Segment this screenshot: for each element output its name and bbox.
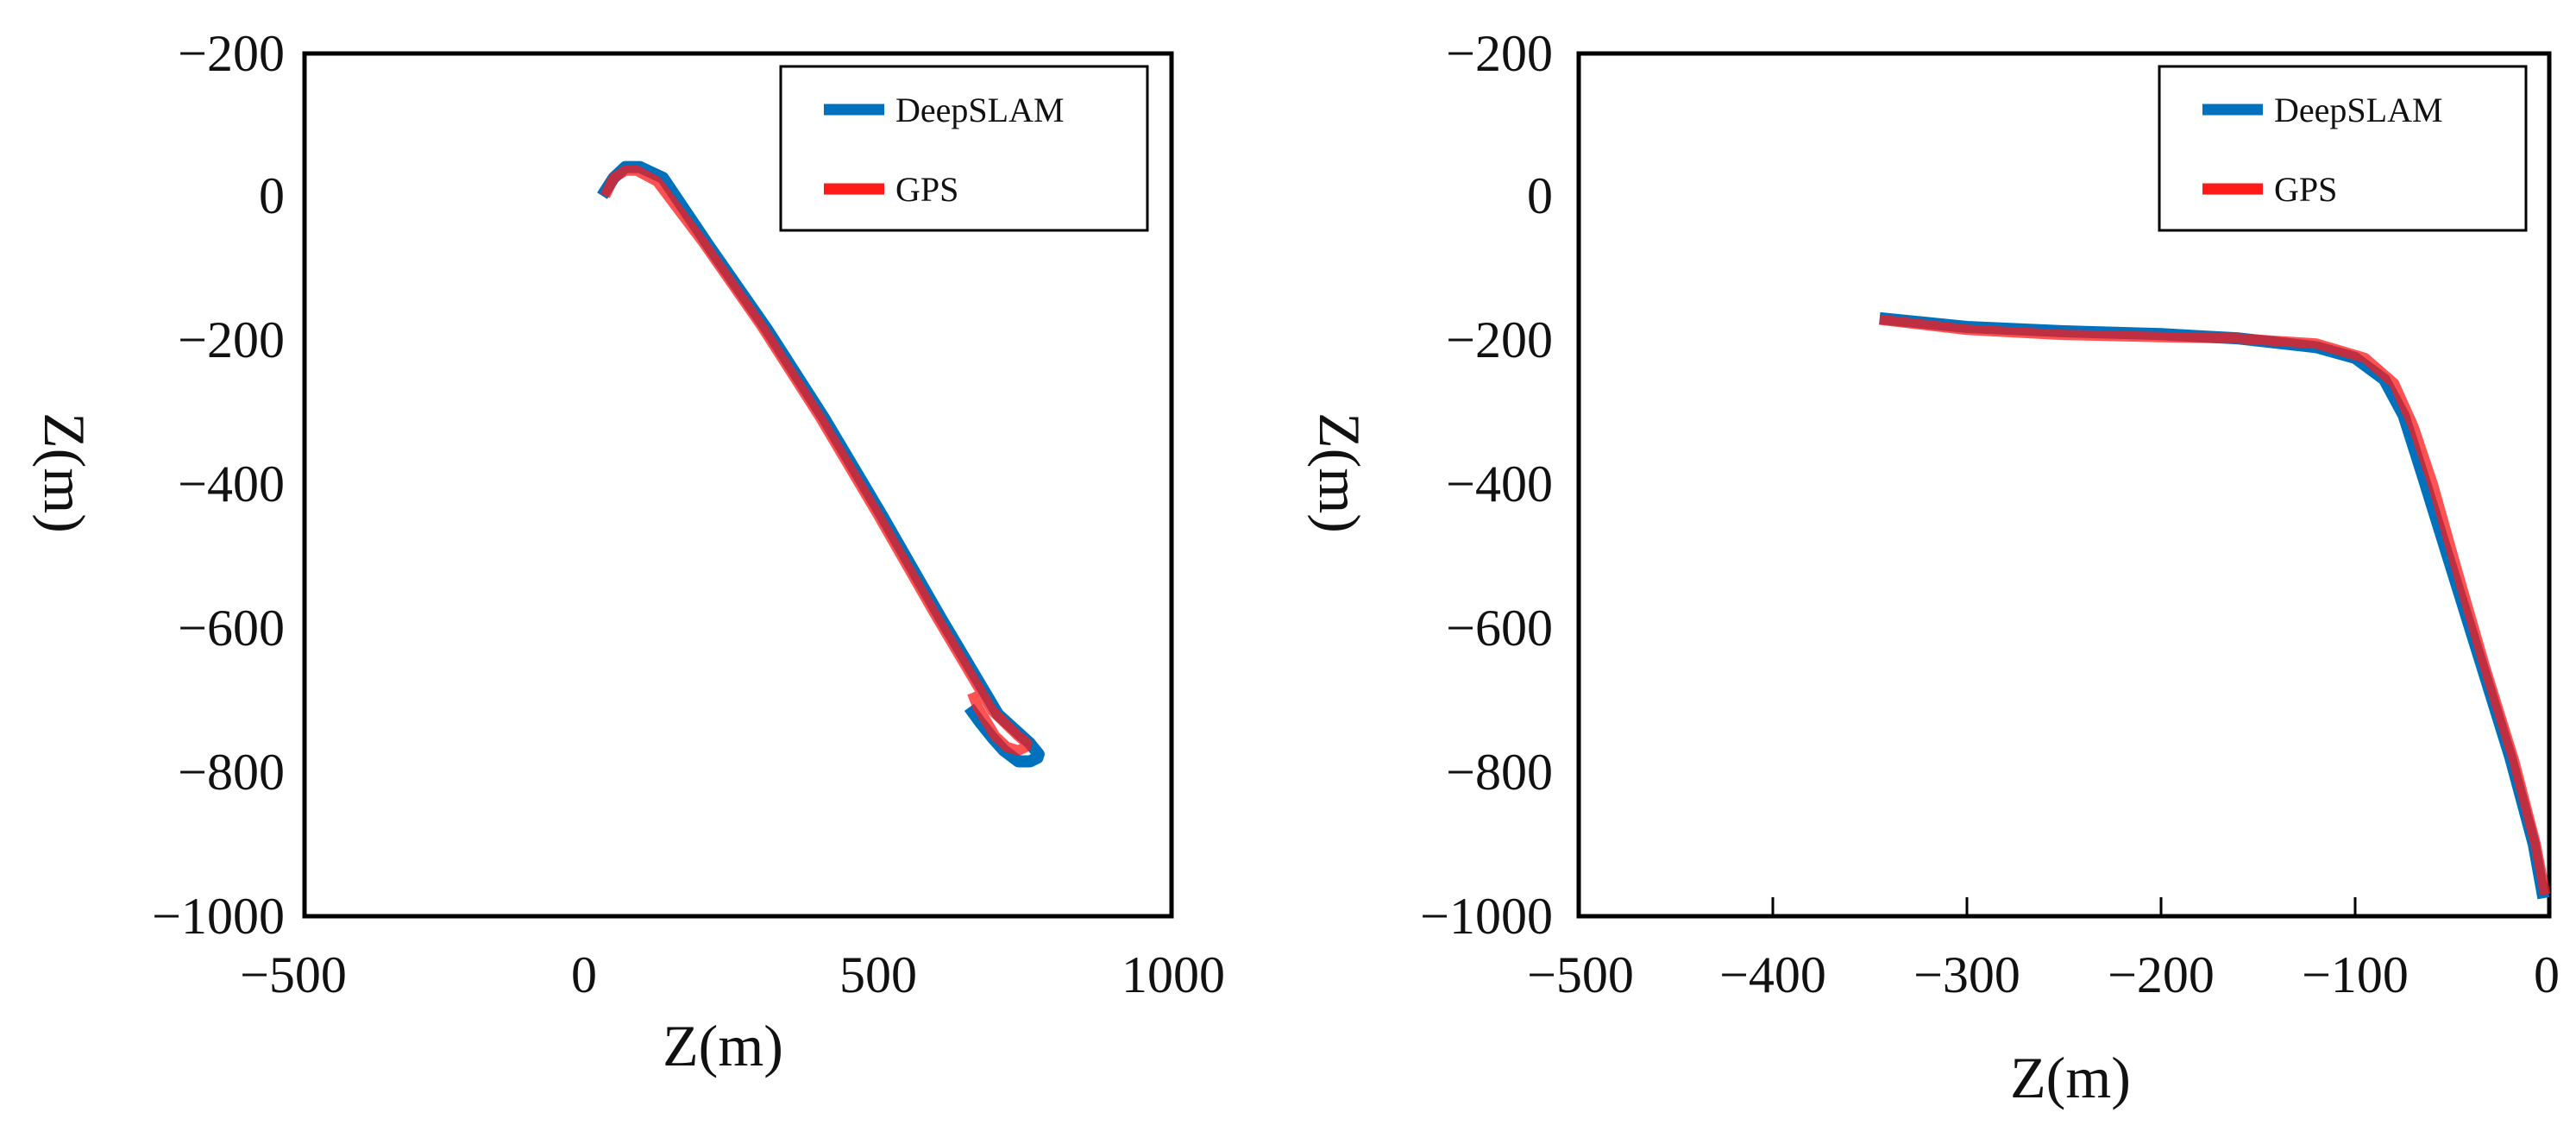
right-y-tick-label: −200 xyxy=(1446,311,1553,368)
left-y-axis-label: Z(m) xyxy=(32,412,97,533)
left-x-axis-label: Z(m) xyxy=(663,1013,783,1078)
left-series-group xyxy=(597,160,1045,768)
left-x-tick-label: 1000 xyxy=(1122,946,1225,1003)
left-legend-gps-label: GPS xyxy=(895,170,958,209)
left-x-tick-label: −500 xyxy=(240,946,347,1003)
right-chart: −200 0 −200 −400 −600 −800 −1000 −500 −4… xyxy=(1307,25,2560,1110)
right-x-tick-label: −100 xyxy=(2302,946,2409,1003)
right-x-tick-marks xyxy=(1771,897,2357,916)
right-series-group xyxy=(1879,311,2551,900)
left-y-tick-label: −200 xyxy=(178,311,285,368)
right-legend: DeepSLAM GPS xyxy=(2158,65,2528,232)
right-plot-frame xyxy=(1576,51,2552,919)
right-y-tick-label: −800 xyxy=(1446,744,1553,801)
right-x-tick-label: −400 xyxy=(1719,946,1826,1003)
left-y-tick-label: −600 xyxy=(178,600,285,657)
right-y-tick-labels: −200 0 −200 −400 −600 −800 −1000 xyxy=(1420,25,1553,945)
right-y-tick-label: −600 xyxy=(1446,600,1553,657)
right-x-axis-label: Z(m) xyxy=(2010,1045,2131,1110)
left-legend-box xyxy=(779,65,1149,232)
left-y-tick-label: −800 xyxy=(178,744,285,801)
left-plot-frame xyxy=(302,51,1174,919)
right-x-tick-label: −200 xyxy=(2108,946,2215,1003)
left-y-tick-label: −1000 xyxy=(152,888,285,945)
right-y-tick-label: −400 xyxy=(1446,456,1553,512)
right-y-tick-label: 0 xyxy=(1527,167,1553,224)
left-y-tick-label: 0 xyxy=(259,167,285,224)
left-x-tick-label: 500 xyxy=(839,946,917,1003)
left-y-tick-label: −400 xyxy=(178,456,285,512)
right-series-gps-line xyxy=(1879,314,2551,896)
right-series-deepslam-line xyxy=(1879,311,2550,900)
right-legend-deepslam-label: DeepSLAM xyxy=(2274,91,2443,129)
right-legend-gps-label: GPS xyxy=(2274,170,2337,209)
right-x-tick-label: −300 xyxy=(1913,946,2020,1003)
left-chart: −200 0 −200 −400 −600 −800 −1000 −500 0 … xyxy=(32,25,1225,1078)
right-x-tick-label: 0 xyxy=(2534,946,2560,1003)
left-x-tick-label: 0 xyxy=(571,946,597,1003)
left-legend-deepslam-label: DeepSLAM xyxy=(895,91,1065,129)
right-y-tick-label: −200 xyxy=(1446,25,1553,82)
right-y-tick-label: −1000 xyxy=(1420,888,1553,945)
left-y-tick-labels: −200 0 −200 −400 −600 −800 −1000 xyxy=(152,25,285,945)
left-legend: DeepSLAM GPS xyxy=(779,65,1149,232)
right-legend-box xyxy=(2158,65,2528,232)
right-x-tick-label: −500 xyxy=(1527,946,1634,1003)
right-x-tick-labels: −500 −400 −300 −200 −100 0 xyxy=(1527,946,2560,1003)
left-x-tick-labels: −500 0 500 1000 xyxy=(240,946,1225,1003)
left-y-tick-label: −200 xyxy=(178,25,285,82)
right-y-axis-label: Z(m) xyxy=(1307,412,1373,533)
left-series-gps-line xyxy=(600,165,1033,756)
